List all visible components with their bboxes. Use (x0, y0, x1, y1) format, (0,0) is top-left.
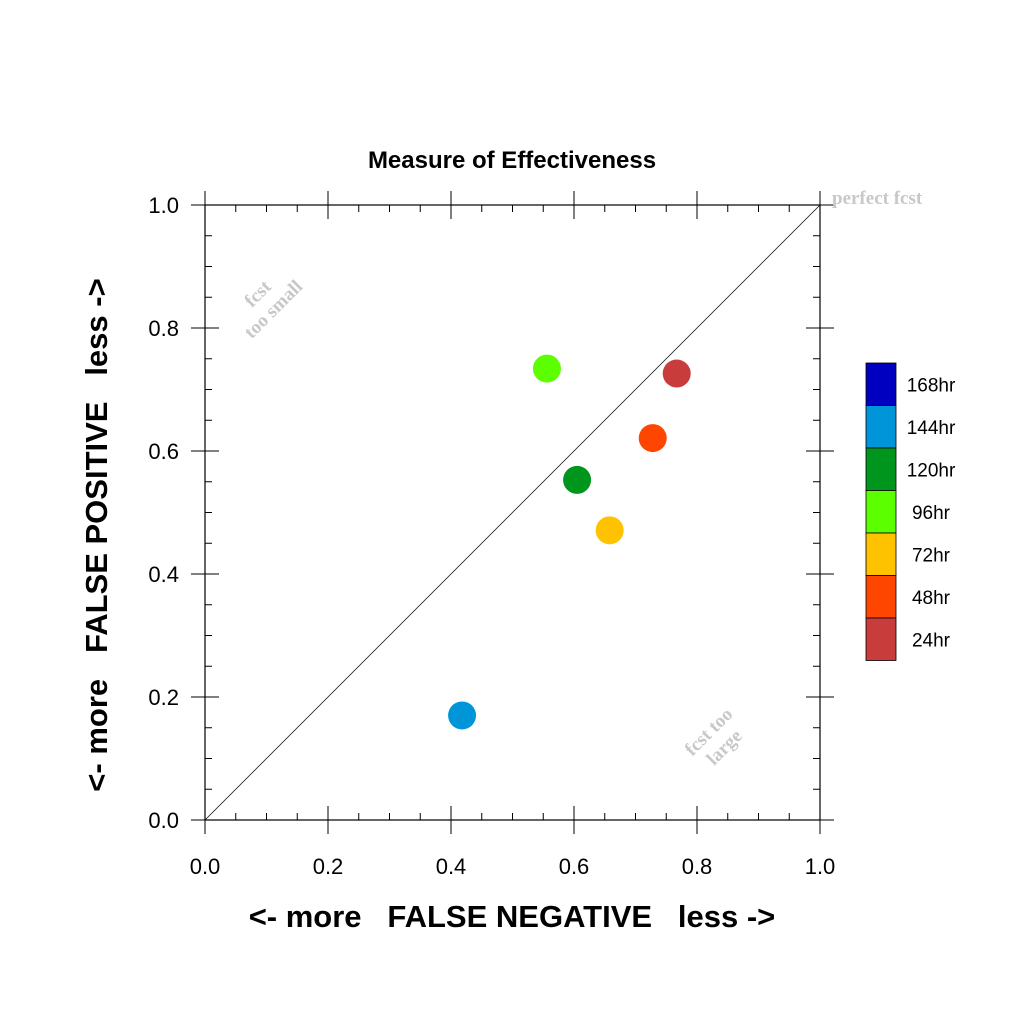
legend-label-72hr: 72hr (912, 545, 951, 566)
legend-label-48hr: 48hr (912, 588, 951, 609)
x-tick-label: 0.2 (313, 854, 344, 879)
legend-label-96hr: 96hr (912, 503, 951, 524)
y-tick-label: 0.2 (148, 685, 179, 710)
legend-label-24hr: 24hr (912, 630, 951, 651)
legend-label-168hr: 168hr (907, 375, 956, 396)
chart-title: Measure of Effectiveness (368, 147, 656, 174)
legend-swatch-168hr (865, 362, 897, 406)
point-24hr (662, 359, 691, 388)
y-tick-label: 0.6 (148, 439, 179, 464)
point-96hr (532, 354, 561, 383)
x-tick-label: 0.4 (436, 854, 467, 879)
y-tick-label: 0.8 (148, 316, 179, 341)
legend-swatch-96hr (865, 490, 897, 534)
point-48hr (638, 424, 667, 453)
x-tick-label: 0.0 (190, 854, 221, 879)
perfect-forecast-diagonal (204, 204, 821, 821)
axis-ticks (191, 191, 834, 834)
legend-swatch-48hr (865, 575, 897, 619)
x-tick-label: 0.6 (559, 854, 590, 879)
y-tick-labels: 0.0 0.2 0.4 0.6 0.8 1.0 (148, 193, 179, 833)
too-large-annotation: fcst too large (681, 704, 747, 770)
too-small-annotation: fcst too small (240, 276, 307, 343)
point-120hr (563, 465, 592, 494)
y-axis-label: <- more FALSE POSITIVE less -> (79, 278, 114, 791)
legend-swatch-24hr (865, 617, 897, 661)
x-tick-label: 1.0 (805, 854, 836, 879)
legend-swatch-144hr (865, 405, 897, 449)
legend-swatch-120hr (865, 447, 897, 491)
point-144hr (448, 701, 477, 730)
legend-label-120hr: 120hr (907, 460, 956, 481)
legend: 168hr 144hr 120hr 96hr 72hr 48hr 24hr (865, 362, 956, 661)
y-tick-label: 0.0 (148, 808, 179, 833)
y-tick-label: 1.0 (148, 193, 179, 218)
x-axis-label: <- more FALSE NEGATIVE less -> (249, 899, 776, 934)
legend-swatch-72hr (865, 532, 897, 576)
data-points (448, 354, 691, 730)
x-tick-label: 0.8 (682, 854, 713, 879)
point-72hr (595, 516, 624, 545)
legend-label-144hr: 144hr (907, 418, 956, 439)
perfect-fcst-label: perfect fcst (832, 188, 923, 209)
y-tick-label: 0.4 (148, 562, 179, 587)
x-tick-labels: 0.0 0.2 0.4 0.6 0.8 1.0 (190, 854, 836, 879)
